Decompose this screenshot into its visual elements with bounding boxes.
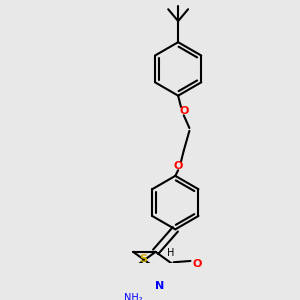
Text: O: O [192,259,201,269]
Text: S: S [140,254,148,264]
Text: O: O [179,106,188,116]
Text: H: H [167,248,174,258]
Text: O: O [173,161,183,171]
Text: NH₂: NH₂ [124,293,143,300]
Text: N: N [155,281,165,291]
